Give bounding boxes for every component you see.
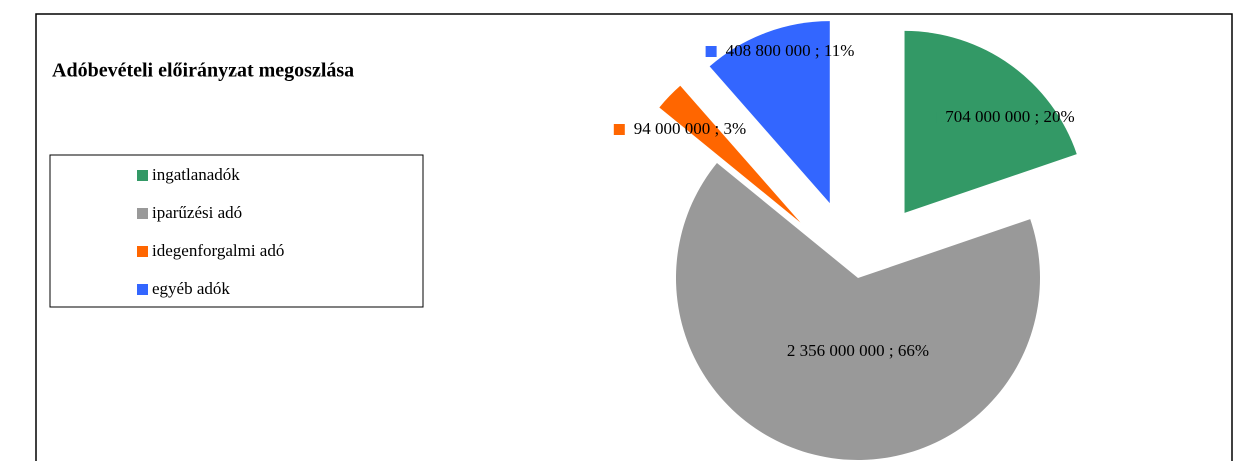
label-marker xyxy=(613,124,625,135)
legend-label: egyéb adók xyxy=(152,279,230,298)
legend-swatch xyxy=(137,208,148,219)
label-marker xyxy=(925,112,937,123)
pie-slice xyxy=(709,21,830,204)
label-marker xyxy=(705,46,717,57)
legend-label: idegenforgalmi adó xyxy=(152,241,284,260)
pie-slice xyxy=(675,162,1040,460)
pie-slice xyxy=(904,30,1077,213)
legend-swatch xyxy=(137,284,148,295)
chart-title: Adóbevételi előirányzat megoszlása xyxy=(52,60,354,82)
frame xyxy=(35,13,1233,461)
data-label: 704 000 000 ; 20% xyxy=(945,107,1074,126)
pie-slice xyxy=(659,85,801,223)
legend-swatch xyxy=(137,170,148,181)
data-label: 408 800 000 ; 11% xyxy=(726,41,855,60)
legend-label: iparűzési adó xyxy=(152,203,242,222)
legend-box xyxy=(49,154,424,308)
legend-label: ingatlanadók xyxy=(152,165,240,184)
data-label: 94 000 000 ; 3% xyxy=(634,119,746,138)
legend-swatch xyxy=(137,246,148,257)
label-marker xyxy=(766,346,778,357)
data-label: 2 356 000 000 ; 66% xyxy=(787,341,929,360)
